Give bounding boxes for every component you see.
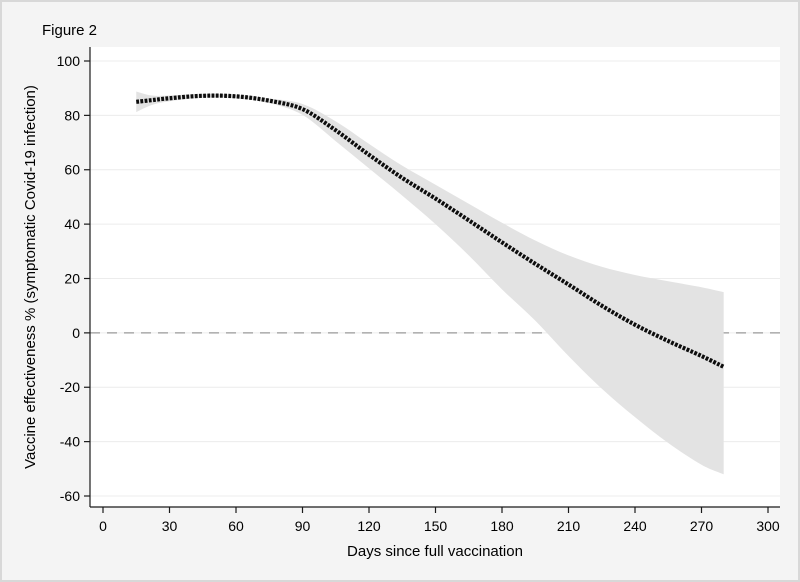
y-tick-label--40: -40: [60, 434, 80, 450]
x-tick-label-300: 300: [756, 518, 780, 534]
plot-area: 100 80 60 40 20 0 -20 -40 -60 0 30 60 90 120 150 180 210…: [57, 47, 780, 534]
y-tick-label-80: 80: [64, 107, 80, 123]
y-tick-label-20: 20: [64, 270, 80, 286]
x-tick-label-90: 90: [295, 518, 311, 534]
x-axis-label: Days since full vaccination: [347, 543, 523, 560]
y-tick-label-60: 60: [64, 162, 80, 178]
y-tick-label-0: 0: [72, 325, 80, 341]
ve-curve: [136, 93, 725, 369]
x-tick-label-0: 0: [99, 518, 107, 534]
y-tick-label--60: -60: [60, 488, 80, 504]
y-tick-label--20: -20: [60, 379, 80, 395]
x-tick-label-60: 60: [228, 518, 244, 534]
x-tick-label-270: 270: [690, 518, 714, 534]
x-tick-label-150: 150: [424, 518, 448, 534]
y-axis-label: Vaccine effectiveness % (symptomatic Cov…: [22, 85, 39, 469]
y-tick-label-40: 40: [64, 216, 80, 232]
y-tick-label-100: 100: [57, 53, 81, 69]
x-tick-label-240: 240: [623, 518, 647, 534]
x-tick-label-120: 120: [357, 518, 381, 534]
x-tick-label-210: 210: [557, 518, 581, 534]
figure-title: Figure 2: [42, 22, 97, 39]
x-tick-label-30: 30: [162, 518, 178, 534]
x-tick-label-180: 180: [490, 518, 514, 534]
confidence-band: [136, 91, 724, 475]
